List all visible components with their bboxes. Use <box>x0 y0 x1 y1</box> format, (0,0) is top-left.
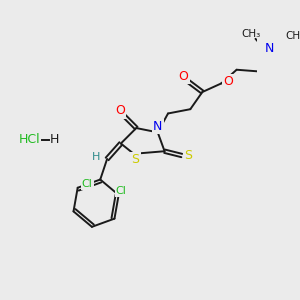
Text: O: O <box>115 104 125 117</box>
Text: S: S <box>184 149 193 162</box>
Text: HCl: HCl <box>19 133 41 146</box>
Text: CH₃: CH₃ <box>242 29 261 39</box>
Text: O: O <box>178 70 188 83</box>
Text: Cl: Cl <box>82 179 93 189</box>
Text: H: H <box>50 133 59 146</box>
Text: N: N <box>265 42 274 55</box>
Text: Cl: Cl <box>116 186 127 196</box>
Text: O: O <box>223 75 233 88</box>
Text: S: S <box>131 153 140 166</box>
Text: CH₃: CH₃ <box>285 31 300 41</box>
Text: H: H <box>92 152 100 162</box>
Text: N: N <box>153 120 162 133</box>
